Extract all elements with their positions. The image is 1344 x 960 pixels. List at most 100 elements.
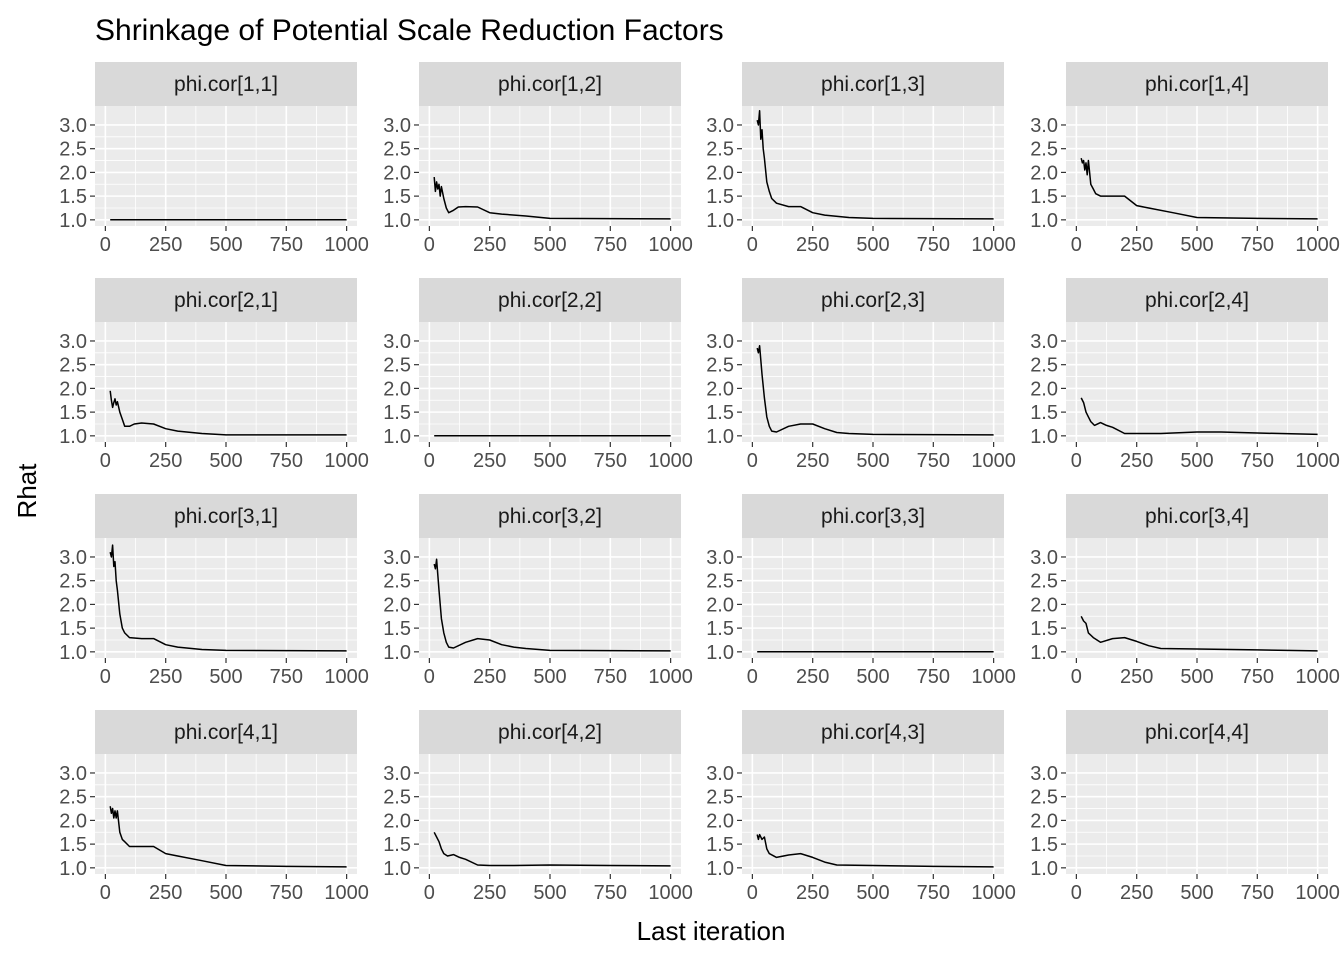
y-tick-label: 3.0 (59, 115, 87, 137)
x-axis-title: Last iteration (637, 916, 786, 946)
facet-strip-label: phi.cor[2,2] (498, 289, 602, 312)
facet-strip-label: phi.cor[3,4] (1145, 505, 1249, 528)
facet-strip-label: phi.cor[2,3] (821, 289, 925, 312)
x-tick-label: 0 (424, 666, 435, 688)
facet-strip (742, 710, 1004, 754)
y-tick-label: 2.0 (59, 162, 87, 184)
facet-strip (419, 710, 681, 754)
y-tick-label: 3.0 (706, 331, 734, 353)
facet-panel: phi.cor[3,2] 0 250 500 750 1000 1.01.52.02.53.… (383, 494, 693, 688)
facet-strip-label: phi.cor[3,3] (821, 505, 925, 528)
x-tick-label: 0 (1071, 450, 1082, 472)
x-tick-label: 1000 (648, 234, 693, 256)
y-tick-label: 2.0 (59, 378, 87, 400)
x-tick-label: 250 (473, 666, 506, 688)
x-tick-label: 250 (473, 234, 506, 256)
y-tick-label: 1.5 (706, 618, 734, 640)
y-tick-label: 1.5 (383, 402, 411, 424)
x-tick-label: 750 (594, 882, 627, 904)
y-tick-label: 1.0 (1030, 426, 1058, 448)
y-tick-label: 1.5 (59, 402, 87, 424)
y-tick-label: 2.0 (59, 810, 87, 832)
facet-strip (419, 278, 681, 322)
x-tick-label: 0 (424, 882, 435, 904)
x-tick-label: 0 (100, 450, 111, 472)
y-tick-label: 1.5 (59, 186, 87, 208)
facet-strip (419, 494, 681, 538)
x-tick-label: 1000 (971, 234, 1016, 256)
y-tick-label: 2.5 (383, 787, 411, 809)
x-tick-label: 250 (796, 450, 829, 472)
x-tick-label: 500 (209, 666, 242, 688)
y-tick-label: 2.0 (383, 378, 411, 400)
y-tick-label: 2.0 (1030, 162, 1058, 184)
y-tick-label: 1.5 (383, 186, 411, 208)
y-tick-label: 1.0 (59, 210, 87, 232)
x-tick-label: 750 (1241, 234, 1274, 256)
y-tick-label: 2.5 (706, 787, 734, 809)
y-tick-label: 2.0 (706, 594, 734, 616)
y-tick-label: 2.0 (706, 378, 734, 400)
facet-panel: phi.cor[2,4] 0 250 500 750 1000 1.01.52.02.53.… (1030, 278, 1340, 472)
series-line (433, 177, 671, 220)
x-tick-label: 750 (917, 450, 950, 472)
x-tick-label: 500 (209, 234, 242, 256)
x-tick-label: 500 (533, 882, 566, 904)
x-tick-label: 1000 (1295, 450, 1340, 472)
facet-panel: phi.cor[4,3] 0 250 500 750 1000 1.01.52.02.53.… (706, 710, 1016, 904)
facet-strip-label: phi.cor[3,1] (174, 505, 278, 528)
y-tick-label: 2.5 (383, 355, 411, 377)
y-tick-label: 1.5 (383, 618, 411, 640)
y-tick-label: 1.0 (706, 642, 734, 664)
x-tick-label: 250 (796, 666, 829, 688)
series-line (433, 558, 671, 652)
y-tick-label: 2.5 (706, 571, 734, 593)
y-tick-label: 1.5 (706, 402, 734, 424)
y-tick-label: 2.5 (383, 139, 411, 161)
x-tick-label: 1000 (324, 882, 369, 904)
x-tick-label: 750 (594, 450, 627, 472)
y-tick-label: 2.5 (706, 139, 734, 161)
x-tick-label: 750 (594, 666, 627, 688)
y-tick-label: 2.0 (1030, 378, 1058, 400)
facet-strip-label: phi.cor[2,1] (174, 289, 278, 312)
facet-strip-label: phi.cor[1,4] (1145, 73, 1249, 96)
facet-strip-label: phi.cor[4,3] (821, 721, 925, 744)
y-tick-label: 2.5 (383, 571, 411, 593)
x-tick-label: 0 (747, 450, 758, 472)
y-tick-label: 2.0 (383, 162, 411, 184)
y-tick-label: 1.5 (706, 834, 734, 856)
facet-strip (1066, 710, 1328, 754)
y-tick-label: 1.5 (59, 618, 87, 640)
x-tick-label: 0 (100, 234, 111, 256)
x-tick-label: 250 (149, 882, 182, 904)
x-tick-label: 750 (270, 882, 303, 904)
y-tick-label: 3.0 (1030, 763, 1058, 785)
facet-panel: phi.cor[4,1] 0 250 500 750 1000 1.01.52.02.53.… (59, 710, 369, 904)
facet-strip (95, 494, 357, 538)
y-tick-label: 1.5 (1030, 186, 1058, 208)
y-tick-label: 1.0 (706, 858, 734, 880)
facet-strip (1066, 278, 1328, 322)
x-tick-label: 1000 (324, 234, 369, 256)
y-tick-label: 1.0 (1030, 642, 1058, 664)
x-tick-label: 1000 (648, 666, 693, 688)
y-tick-label: 3.0 (1030, 547, 1058, 569)
y-tick-label: 2.5 (59, 355, 87, 377)
y-tick-label: 2.5 (1030, 139, 1058, 161)
x-tick-label: 750 (594, 234, 627, 256)
y-tick-label: 1.0 (383, 210, 411, 232)
facet-strip-label: phi.cor[2,4] (1145, 289, 1249, 312)
x-tick-label: 500 (533, 666, 566, 688)
x-tick-label: 750 (917, 882, 950, 904)
x-tick-label: 0 (424, 450, 435, 472)
x-tick-label: 500 (856, 234, 889, 256)
facet-panel: phi.cor[4,4] 0 250 500 750 1000 1.01.52.02.53.… (1030, 710, 1340, 904)
series-line (756, 109, 994, 220)
y-tick-label: 3.0 (59, 547, 87, 569)
x-tick-label: 1000 (648, 882, 693, 904)
facet-strip (95, 710, 357, 754)
x-tick-label: 1000 (971, 450, 1016, 472)
y-tick-label: 2.5 (59, 787, 87, 809)
facet-strip (742, 278, 1004, 322)
